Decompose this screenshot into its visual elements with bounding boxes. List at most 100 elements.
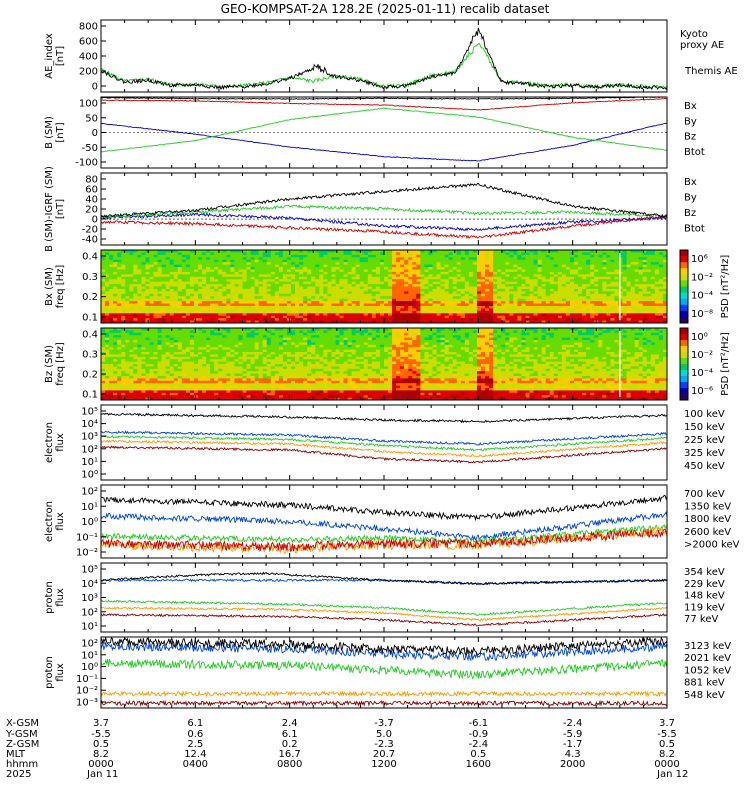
spectrogram-cell [270,284,276,287]
spectrogram-cell [379,320,385,324]
spectrogram-cell [509,301,514,305]
spectrogram-cell [553,262,559,266]
spectrogram-cell [177,296,183,300]
spectrogram-cell [117,371,122,375]
spectrogram-cell [638,293,644,297]
spectrogram-cell [210,296,215,300]
spectrogram-cell [549,274,555,278]
spectrogram-cell [327,313,332,317]
spectrogram-cell [509,259,514,263]
spectrogram-cell [109,378,114,382]
spectrogram-cell [493,252,498,256]
spectrogram-cell [149,257,155,261]
spectrogram-cell [533,274,539,278]
spectrogram-cell [121,269,126,273]
spectrogram-cell [594,293,599,297]
spectrogram-cell [493,279,498,283]
spectrogram-cell [133,356,138,360]
spectrogram-cell [133,388,138,391]
spectrogram-cell [149,250,155,253]
spectrogram-cell [133,281,138,285]
spectrogram-cell [218,274,223,278]
spectrogram-cell [343,298,349,302]
spectrogram-cell [210,250,215,253]
spectrogram-cell [392,318,397,322]
spectrogram-cell [569,264,575,268]
spectrogram-cell [173,274,179,278]
spectrogram-cell [489,310,494,314]
spectrogram-cell [598,257,603,261]
spectrogram-cell [533,291,539,295]
spectrogram-cell [125,286,130,290]
spectrogram-cell [226,305,231,309]
spectrogram-cell [206,288,211,292]
spectrogram-cell [379,264,385,268]
spectrogram-cell [173,293,179,297]
spectrogram-cell [622,310,628,314]
spectrogram-cell [137,318,142,322]
spectrogram-cell [161,392,167,396]
spectrogram-cell [299,254,304,258]
spectrogram-cell [472,254,478,258]
spectrogram-cell [582,286,587,290]
spectrogram-cell [630,284,636,287]
spectrogram-cell [331,296,336,300]
spectrogram-cell [270,296,276,300]
spectrogram-cell [278,252,284,256]
spectrogram-cell [456,259,462,263]
spectrogram-cell [448,293,454,297]
spectrogram-cell [642,308,648,312]
spectrogram-cell [602,259,607,263]
spectrogram-cell [202,252,207,256]
spectrogram-cell [177,303,183,307]
spectrogram-cell [153,293,159,297]
spectrogram-cell [145,291,151,295]
spectrogram-cell [501,286,506,290]
spectrogram-cell [105,344,110,348]
spectrogram-cell [129,349,134,353]
spectrogram-cell [578,262,583,266]
spectrogram-cell [476,257,482,261]
spectrogram-cell [428,296,434,300]
spectrogram-cell [335,281,341,285]
spectrogram-cell [351,284,357,287]
spectrogram-cell [646,264,652,268]
spectrogram-cell [569,262,575,266]
spectrogram-cell [654,252,660,256]
spectrogram-cell [351,264,357,268]
spectrogram-cell [497,305,502,309]
spectrogram-cell [428,269,434,273]
spectrogram-cell [141,330,146,334]
spectrogram-cell [149,276,155,280]
spectrogram-cell [303,250,308,253]
spectrogram-cell [557,252,563,256]
spectrogram-cell [436,250,442,253]
spectrogram-cell [185,308,191,312]
spectrogram-cell [153,342,159,346]
spectrogram-cell [343,315,349,319]
spectrogram-cell [549,303,555,307]
spectrogram-cell [533,318,539,322]
colorbar-segment [680,292,688,300]
spectrogram-cell [452,257,458,261]
spectrogram-cell [226,310,231,314]
spectrogram-cell [137,366,142,370]
spectrogram-cell [105,397,110,401]
spectrogram-cell [485,269,490,273]
spectrogram-cell [137,298,142,302]
spectrogram-cell [388,279,393,283]
colorbar-segment [680,262,688,269]
spectrogram-cell [149,385,155,389]
spectrogram-cell [303,274,308,278]
spectrogram-cell [105,337,110,341]
spectrogram-cell [117,250,122,253]
spectrogram-cell [185,281,191,285]
spectrogram-cell [149,286,155,290]
spectrogram-cell [165,344,171,348]
spectrogram-cell [400,320,405,324]
spectrogram-cell [452,315,458,319]
spectrogram-cell [662,281,668,285]
spectrogram-cell [145,269,151,273]
spectrogram-cell [291,315,296,319]
spectrogram-cell [359,259,365,263]
